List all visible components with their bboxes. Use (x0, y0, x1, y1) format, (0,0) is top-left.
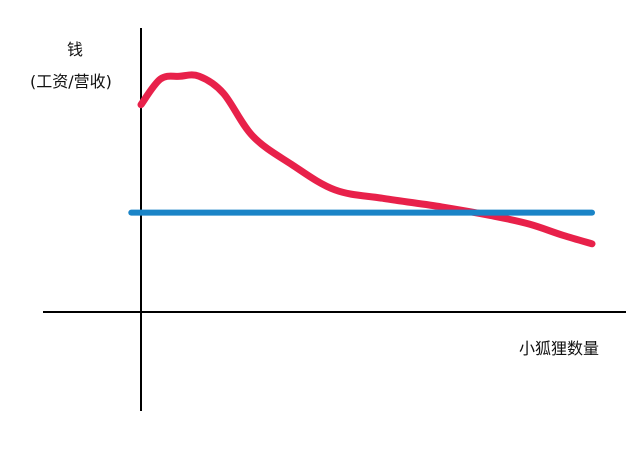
x-axis-label: 小狐狸数量 (519, 339, 600, 358)
series-line-red (137, 71, 596, 248)
y-axis-label-line-1: 钱 (67, 40, 84, 59)
y-axis-label-line-2: (工资/营收) (30, 72, 112, 91)
series-layer (128, 71, 596, 248)
